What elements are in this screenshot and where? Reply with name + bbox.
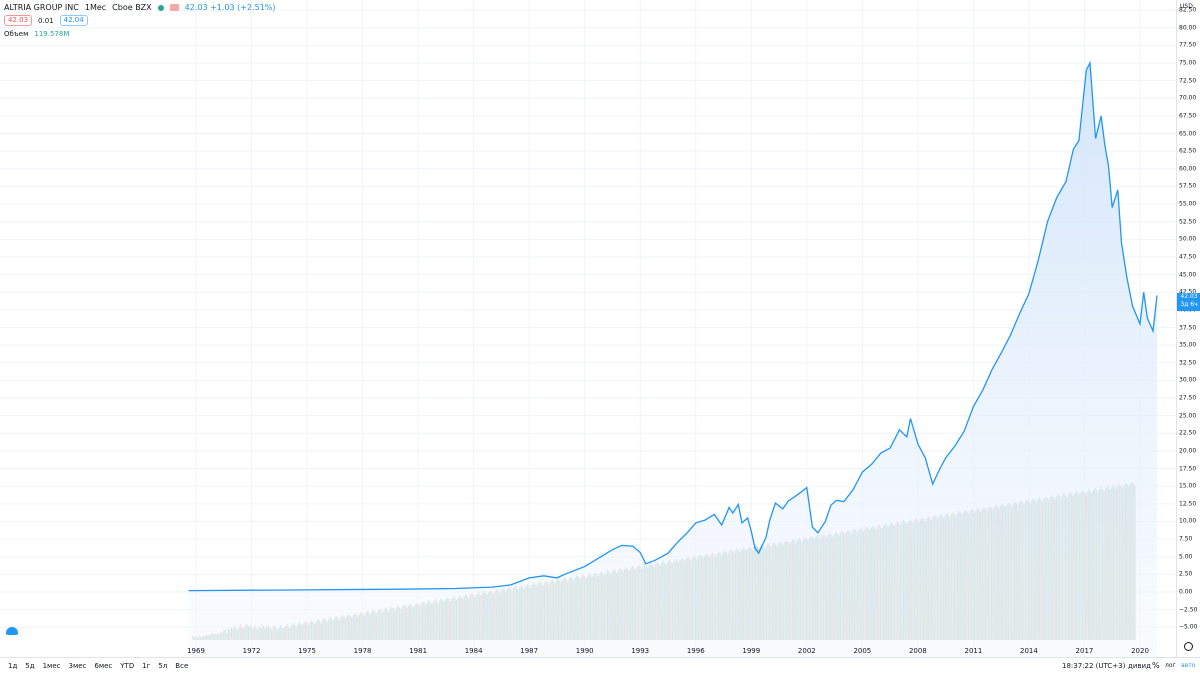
range-button[interactable]: 1г [142, 662, 151, 670]
x-tick-label: 1969 [187, 647, 205, 655]
volume-legend: Объем 119.578M [4, 30, 75, 38]
price-change: 42.03 +1.03 (+2.51%) [184, 3, 276, 12]
x-tick-label: 1990 [576, 647, 594, 655]
y-tick-label: −2.50 [1179, 606, 1198, 614]
x-tick-label: 1996 [687, 647, 705, 655]
x-tick-label: 2002 [798, 647, 816, 655]
x-tick-label: 1972 [243, 647, 261, 655]
y-tick-label: 5.00 [1179, 553, 1193, 561]
y-tick-label: 55.00 [1179, 200, 1197, 208]
y-tick-label: 50.00 [1179, 235, 1197, 243]
last-price-label: 42.03 3д 6ч [1177, 293, 1200, 311]
session-badge-icon [169, 4, 179, 11]
y-tick-label: −5.00 [1179, 623, 1198, 631]
symbol-name[interactable]: ALTRIA GROUP INC [4, 3, 79, 12]
price-axis[interactable]: USD 82.50 80.00 77.50 75.00 72.50 70.00 67.50 6… [1176, 0, 1200, 657]
y-tick-label: 35.00 [1179, 341, 1197, 349]
currency-label: USD [1180, 3, 1193, 10]
volume-label: Объем [4, 30, 29, 38]
clock[interactable]: 18:37:22 (UTC+3) [1062, 662, 1126, 670]
y-tick-label: 60.00 [1179, 165, 1197, 173]
range-buttons: 1д 5д 1мес 3мес 6мес YTD 1г 5л Все [8, 662, 196, 670]
x-tick-label: 1978 [354, 647, 372, 655]
x-tick-label: 1975 [298, 647, 316, 655]
market-status-dot-icon [157, 4, 164, 11]
spread-value: 0.01 [38, 16, 54, 25]
y-tick-label: 75.00 [1179, 59, 1197, 67]
range-button[interactable]: 1д [8, 662, 18, 670]
price-area-fill [188, 63, 1158, 657]
y-tick-label: 15.00 [1179, 482, 1197, 490]
x-tick-label: 2017 [1076, 647, 1094, 655]
y-tick-label: 80.00 [1179, 24, 1197, 32]
last-price-value: 42.03 [1180, 293, 1198, 300]
y-tick-label: 12.50 [1179, 500, 1197, 508]
x-tick-label: 1993 [631, 647, 649, 655]
ask-pill[interactable]: 42.04 [59, 15, 88, 26]
range-button[interactable]: 5д [25, 662, 35, 670]
range-button[interactable]: YTD [120, 662, 135, 670]
interval-label[interactable]: 1Мес [84, 3, 107, 12]
x-tick-label: 2008 [909, 647, 927, 655]
range-button[interactable]: 3мес [68, 662, 87, 670]
range-button[interactable]: Все [175, 662, 189, 670]
range-button[interactable]: 1мес [42, 662, 61, 670]
x-tick-label: 1981 [409, 647, 427, 655]
y-tick-label: 42.50 [1179, 289, 1196, 296]
y-tick-label: 7.50 [1179, 535, 1193, 543]
y-tick-label: 20.00 [1179, 447, 1197, 455]
y-tick-label: 17.50 [1179, 465, 1197, 473]
y-tick-label: 0.00 [1179, 588, 1193, 596]
y-tick-label: 45.00 [1179, 271, 1197, 279]
y-tick-label: 72.50 [1179, 77, 1197, 85]
x-tick-label: 2014 [1020, 647, 1038, 655]
volume-value: 119.578M [34, 30, 70, 38]
y-tick-label: 37.50 [1179, 324, 1197, 331]
x-tick-label: 2011 [964, 647, 982, 655]
x-tick-label: 1984 [465, 647, 483, 655]
y-tick-label: 32.50 [1179, 359, 1197, 367]
range-button[interactable]: 6мес [94, 662, 113, 670]
y-tick-label: 62.50 [1179, 147, 1197, 155]
countdown-value: 3д 6ч [1180, 301, 1198, 308]
y-tick-label: 25.00 [1179, 412, 1197, 420]
x-tick-label: 2020 [1131, 647, 1149, 655]
y-tick-label: 10.00 [1179, 517, 1197, 525]
x-tick-label: 2005 [853, 647, 871, 655]
y-tick-label: 57.50 [1179, 182, 1197, 190]
adjust-toggle[interactable]: дивид [1128, 662, 1151, 670]
x-tick-label: 1987 [520, 647, 538, 655]
y-tick-label: 77.50 [1179, 41, 1197, 49]
y-tick-label: 67.50 [1179, 112, 1197, 120]
cloud-icon[interactable] [6, 627, 18, 635]
exchange-label: Cboe BZX [112, 3, 152, 12]
y-tick-label: 22.50 [1179, 429, 1197, 437]
y-tick-label: 27.50 [1179, 394, 1197, 402]
y-tick-label: 65.00 [1179, 130, 1197, 138]
y-tick-label: 82.50 [1179, 6, 1197, 14]
chart-area[interactable]: 1969 1972 1975 1978 1981 1984 1987 1990 1993 1996… [0, 0, 1176, 657]
bid-pill[interactable]: 42.03 [4, 15, 33, 26]
range-button[interactable]: 5л [158, 662, 168, 670]
y-tick-label: 52.50 [1179, 218, 1197, 226]
symbol-legend: ALTRIA GROUP INC 1Мес Cboe BZX 42.03 +1.… [4, 3, 282, 12]
percent-toggle[interactable]: % [1152, 661, 1160, 670]
log-toggle[interactable]: лог [1165, 662, 1176, 669]
y-tick-label: 70.00 [1179, 94, 1197, 102]
y-tick-label: 30.00 [1179, 376, 1197, 384]
auto-toggle[interactable]: авто [1181, 662, 1196, 669]
settings-gear-icon[interactable] [1184, 642, 1193, 651]
price-line [188, 60, 1158, 592]
bottom-toolbar: 1д 5д 1мес 3мес 6мес YTD 1г 5л Все 18:37:22 (UTC… [0, 642, 1200, 676]
price-chart[interactable]: 1969 1972 1975 1978 1981 1984 1987 1990 1993 1996… [0, 0, 1176, 657]
bid-ask-row: 42.03 0.01 42.04 [4, 15, 94, 26]
x-tick-label: 1999 [742, 647, 760, 655]
y-tick-label: 47.50 [1179, 253, 1197, 261]
y-tick-label: 2.50 [1179, 570, 1193, 578]
